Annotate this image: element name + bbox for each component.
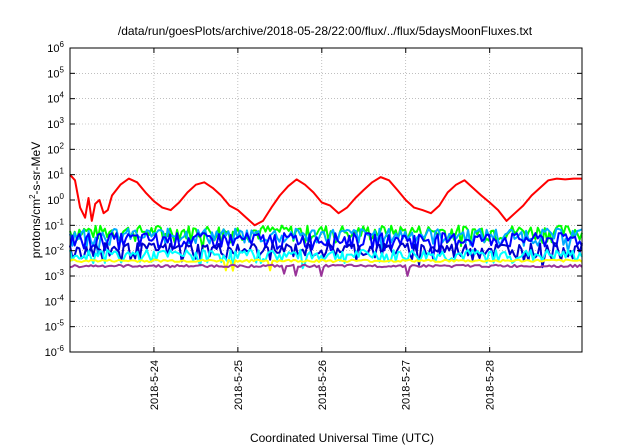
y-axis-label-post: -s-sr-MeV: [29, 142, 43, 195]
y-tick-label: 106: [47, 40, 64, 55]
y-tick-base: 10: [47, 119, 59, 131]
series-group: [69, 174, 583, 277]
y-tick-exponent: 6: [60, 40, 65, 49]
x-tick-label: 2018-5-26: [317, 360, 329, 410]
y-tick-label: 102: [47, 141, 64, 156]
y-tick-base: 10: [45, 271, 57, 283]
y-tick-label: 101: [47, 167, 64, 182]
series-line-1: [69, 224, 583, 250]
y-tick-exponent: 0: [60, 192, 65, 201]
x-tick-label: 2018-5-24: [149, 360, 161, 410]
y-tick-label: 10-6: [45, 344, 65, 359]
y-tick-label: 10-3: [45, 268, 65, 283]
chart-title: /data/run/goesPlots/archive/2018-05-28/2…: [118, 24, 533, 38]
y-axis: 10610510410310210110010-110-210-310-410-…: [45, 40, 582, 359]
y-tick-base: 10: [45, 322, 57, 334]
y-tick-label: 10-5: [45, 319, 65, 334]
x-axis: 2018-5-24 2018-5-25 2018-5-26 2018-5-27 2018…: [149, 48, 497, 410]
y-tick-label: 10-2: [45, 243, 65, 258]
y-tick-exponent: 4: [60, 91, 65, 100]
y-tick-base: 10: [45, 296, 57, 308]
y-tick-exponent: -4: [57, 293, 65, 302]
y-tick-label: 104: [47, 91, 64, 106]
y-tick-base: 10: [47, 144, 59, 156]
y-tick-exponent: -6: [57, 344, 65, 353]
x-axis-label: Coordinated Universal Time (UTC): [250, 431, 434, 445]
y-tick-base: 10: [45, 220, 57, 232]
y-tick-label: 105: [47, 65, 64, 80]
x-tick-label: 2018-5-27: [401, 360, 413, 410]
y-tick-exponent: -1: [57, 217, 65, 226]
y-tick-label: 100: [47, 192, 64, 207]
series-line-5: [69, 248, 583, 270]
y-tick-exponent: 5: [60, 65, 65, 74]
y-tick-exponent: 1: [60, 167, 65, 176]
x-tick-label: 2018-5-25: [233, 360, 245, 410]
y-tick-label: 103: [47, 116, 64, 131]
series-line-4: [69, 242, 583, 269]
y-tick-label: 10-4: [45, 293, 65, 308]
y-axis-label-sup: 2: [28, 194, 37, 199]
grid-lines: [70, 48, 582, 352]
series-line-0: [69, 174, 582, 227]
y-tick-base: 10: [47, 68, 59, 80]
y-axis-label: protons/cm2-s-sr-MeV: [28, 142, 43, 258]
y-tick-base: 10: [45, 347, 57, 359]
y-tick-base: 10: [47, 195, 59, 207]
y-tick-base: 10: [47, 43, 59, 55]
y-tick-exponent: -3: [57, 268, 65, 277]
y-tick-exponent: 3: [60, 116, 65, 125]
series-line-7: [69, 263, 583, 277]
y-tick-label: 10-1: [45, 217, 65, 232]
y-tick-base: 10: [47, 94, 59, 106]
y-tick-base: 10: [47, 170, 59, 182]
series-line-2: [69, 227, 583, 256]
series-line-6: [69, 258, 583, 272]
y-tick-exponent: -2: [57, 243, 65, 252]
series-line-3: [69, 232, 583, 260]
x-tick-label: 2018-5-28: [485, 360, 497, 410]
y-axis-label-pre: protons/cm: [29, 199, 43, 258]
y-tick-exponent: -5: [57, 319, 65, 328]
y-tick-exponent: 2: [60, 141, 65, 150]
y-tick-base: 10: [45, 246, 57, 258]
